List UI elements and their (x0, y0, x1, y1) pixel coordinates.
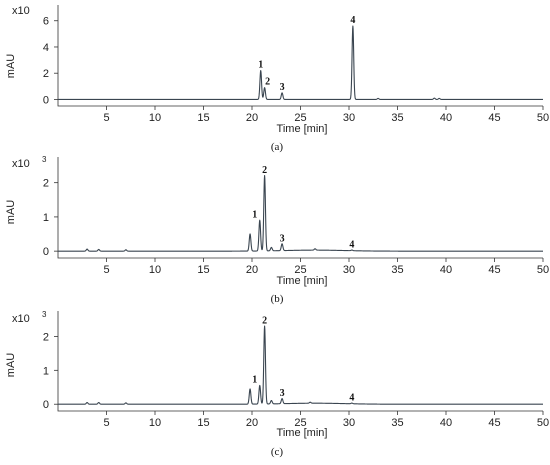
x-tick-label-c-15: 15 (197, 417, 209, 429)
x-tick-label-b-40: 40 (440, 264, 452, 276)
panel-a: x10 mAU Time [min] (a) 5 10 15 20 25 30 35 40 45… (5, 5, 549, 153)
peak-label-c-1: 1 (252, 375, 257, 386)
peak-label-b-1: 1 (252, 209, 257, 220)
chromatogram-trace-b (57, 175, 544, 252)
peak-label-c-2: 2 (262, 315, 267, 326)
x-axis-label-b: Time [min] (277, 275, 328, 287)
x-tick-label-c-40: 40 (440, 417, 452, 429)
x-tick-label-b-50: 50 (537, 264, 549, 276)
peak-label-a-2: 2 (265, 77, 270, 88)
x-tick-label-a-25: 25 (294, 112, 306, 124)
scale-label-a: x10 (12, 5, 30, 17)
peak-label-b-4: 4 (349, 239, 354, 250)
peak-label-c-3: 3 (280, 388, 285, 399)
y-tick-label-a-6: 6 (43, 16, 49, 28)
x-tick-label-a-30: 30 (343, 112, 355, 124)
scale-exponent-c: 3 (42, 310, 47, 319)
y-tick-label-b-2: 2 (43, 178, 49, 190)
x-axis-label-a: Time [min] (277, 123, 328, 135)
y-tick-label-b-0: 0 (43, 246, 49, 258)
x-tick-label-a-15: 15 (197, 112, 209, 124)
x-tick-label-b-20: 20 (246, 264, 258, 276)
x-tick-label-a-40: 40 (440, 112, 452, 124)
y-tick-label-b-1: 1 (43, 212, 49, 224)
x-tick-label-b-45: 45 (488, 264, 500, 276)
x-tick-label-c-20: 20 (246, 417, 258, 429)
x-tick-label-c-25: 25 (294, 417, 306, 429)
x-tick-label-a-50: 50 (537, 112, 549, 124)
panel-caption-b: (b) (271, 293, 284, 305)
panel-b: x10 3 mAU Time [min] (b) 5 10 15 20 25 30 35 40… (5, 155, 549, 305)
chromatogram-trace-c (57, 325, 544, 405)
panel-c: x10 3 mAU Time [min] (c) 5 10 15 20 25 30 35 40… (5, 310, 549, 458)
panel-caption-a: (a) (271, 141, 284, 153)
axes-frame-b (57, 157, 543, 259)
peak-label-a-1: 1 (258, 60, 263, 71)
panel-caption-c: (c) (271, 446, 284, 458)
axes-frame-c (57, 311, 543, 412)
x-tick-label-c-50: 50 (537, 417, 549, 429)
y-tick-label-a-2: 2 (43, 68, 49, 80)
y-tick-label-c-0: 0 (43, 399, 49, 411)
peak-label-a-3: 3 (280, 82, 285, 93)
x-tick-label-a-5: 5 (103, 112, 109, 124)
x-tick-label-b-5: 5 (103, 264, 109, 276)
y-axis-label-b: mAU (5, 200, 17, 225)
x-tick-label-a-45: 45 (488, 112, 500, 124)
chromatogram-trace-a (57, 25, 544, 100)
x-tick-label-c-35: 35 (391, 417, 403, 429)
x-tick-label-b-10: 10 (149, 264, 161, 276)
peak-label-b-2: 2 (262, 165, 267, 176)
y-tick-label-c-2: 2 (43, 331, 49, 343)
y-tick-label-c-1: 1 (43, 365, 49, 377)
peak-label-a-4: 4 (350, 15, 355, 26)
peak-label-b-3: 3 (280, 233, 285, 244)
x-tick-label-c-45: 45 (488, 417, 500, 429)
y-tick-label-a-4: 4 (43, 42, 49, 54)
peak-label-c-4: 4 (349, 393, 354, 404)
x-tick-label-a-10: 10 (149, 112, 161, 124)
x-tick-label-c-30: 30 (343, 417, 355, 429)
y-axis-label-a: mAU (5, 54, 17, 79)
scale-label-c: x10 (12, 313, 30, 325)
x-axis-label-c: Time [min] (277, 427, 328, 439)
x-tick-label-b-30: 30 (343, 264, 355, 276)
y-axis-label-c: mAU (5, 353, 17, 378)
y-tick-label-a-0: 0 (43, 94, 49, 106)
axes-frame-a (57, 5, 543, 107)
x-tick-label-b-35: 35 (391, 264, 403, 276)
x-tick-label-a-20: 20 (246, 112, 258, 124)
scale-exponent-b: 3 (42, 155, 47, 164)
x-tick-label-c-10: 10 (149, 417, 161, 429)
x-tick-label-b-15: 15 (197, 264, 209, 276)
x-tick-label-b-25: 25 (294, 264, 306, 276)
x-tick-label-c-5: 5 (103, 417, 109, 429)
x-tick-label-a-35: 35 (391, 112, 403, 124)
scale-label-b: x10 (12, 158, 30, 170)
